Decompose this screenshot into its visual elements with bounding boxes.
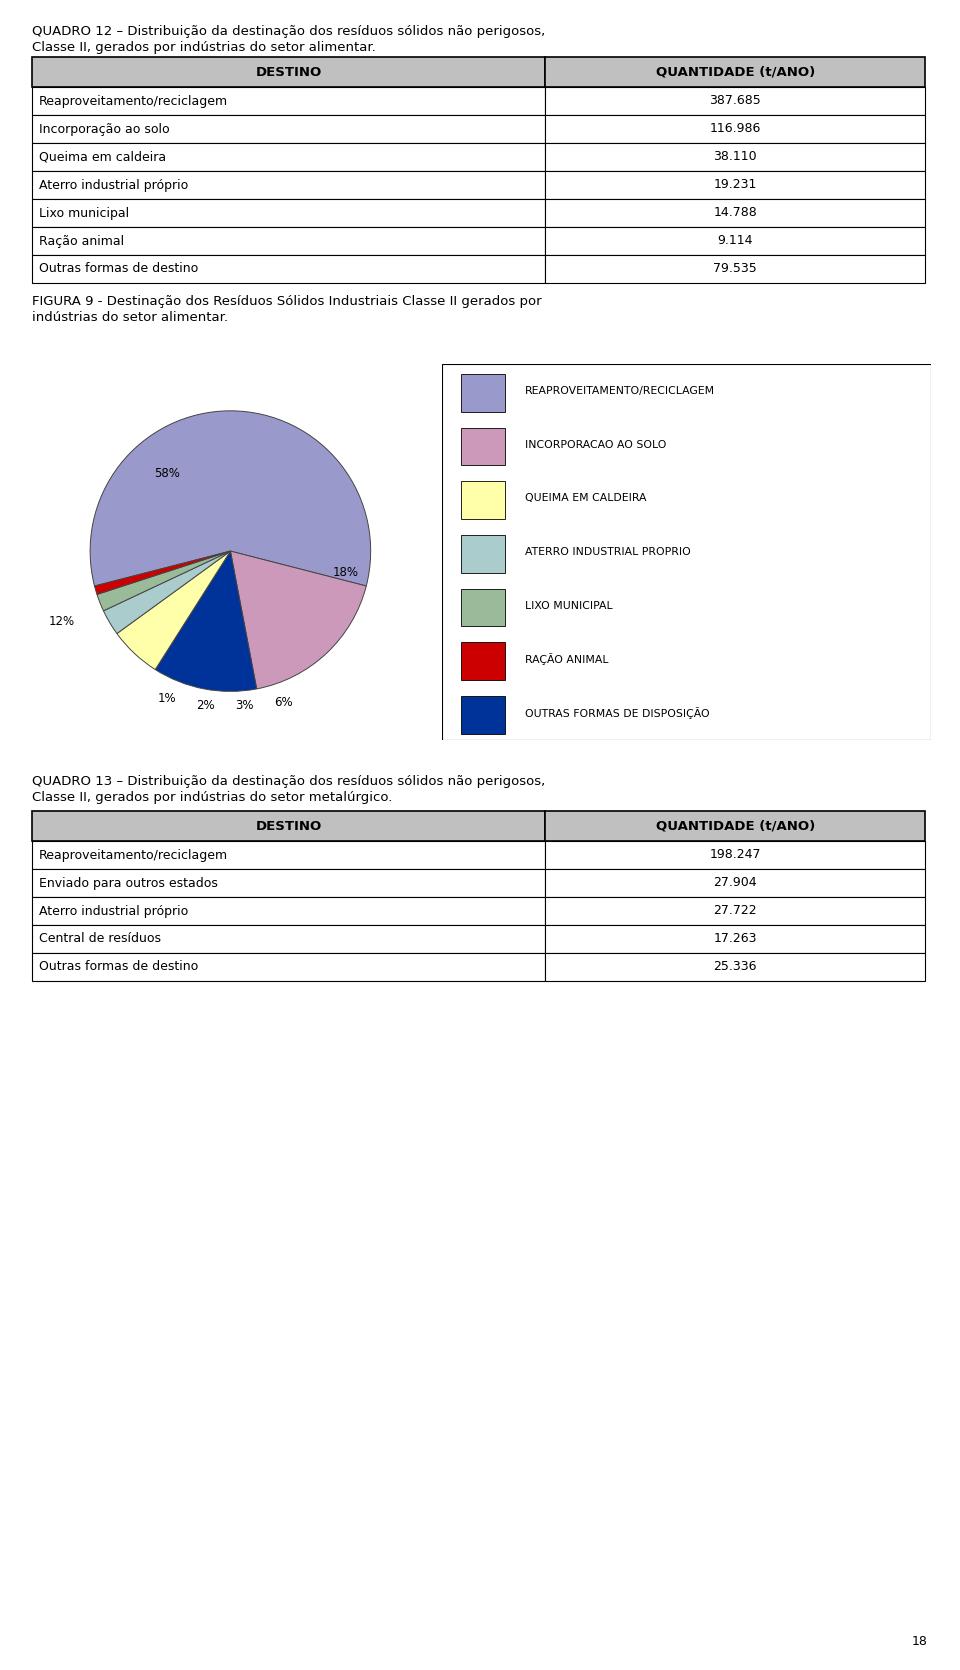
Text: QUADRO 13 – Distribuição da destinação dos resíduos sólidos não perigosos,: QUADRO 13 – Distribuição da destinação d… [32,775,545,788]
Text: indústrias do setor alimentar.: indústrias do setor alimentar. [32,311,228,324]
Text: DESTINO: DESTINO [255,65,322,78]
Text: Reaproveitamento/reciclagem: Reaproveitamento/reciclagem [39,95,228,107]
Text: Aterro industrial próprio: Aterro industrial próprio [39,179,188,192]
Bar [545,227,925,256]
Bar [545,256,925,282]
Text: Enviado para outros estados: Enviado para outros estados [39,877,218,890]
Bar [545,87,925,115]
Text: Reaproveitamento/reciclagem: Reaproveitamento/reciclagem [39,848,228,862]
Bar [545,925,925,954]
Wedge shape [156,551,256,691]
Bar [461,374,505,411]
Bar [32,868,545,897]
Text: 18%: 18% [332,566,358,578]
Bar [545,57,925,87]
Text: Central de resíduos: Central de resíduos [39,932,161,945]
Text: Ração animal: Ração animal [39,234,124,247]
Bar [32,925,545,954]
Wedge shape [97,551,230,611]
Bar [32,199,545,227]
Bar [32,954,545,980]
Bar [545,868,925,897]
Bar [545,842,925,868]
Text: DESTINO: DESTINO [255,820,322,833]
Text: 79.535: 79.535 [713,262,757,276]
Text: Classe II, gerados por indústrias do setor alimentar.: Classe II, gerados por indústrias do set… [32,42,375,53]
Text: Outras formas de destino: Outras formas de destino [39,960,199,974]
Bar [32,227,545,256]
Text: Lixo municipal: Lixo municipal [39,207,130,219]
Text: 19.231: 19.231 [713,179,756,192]
Bar [545,954,925,980]
Bar [461,590,505,626]
Text: 1%: 1% [158,691,177,705]
Wedge shape [230,551,367,690]
Bar [32,144,545,170]
Text: 3%: 3% [235,700,253,711]
Bar [32,87,545,115]
Text: FIGURA 9 - Destinação dos Resíduos Sólidos Industriais Classe II gerados por: FIGURA 9 - Destinação dos Resíduos Sólid… [32,296,541,307]
Text: 9.114: 9.114 [717,234,753,247]
Text: OUTRAS FORMAS DE DISPOSIÇÃO: OUTRAS FORMAS DE DISPOSIÇÃO [525,706,709,718]
Wedge shape [104,551,230,633]
Text: 12%: 12% [49,615,75,628]
Text: 2%: 2% [196,700,214,711]
Text: 198.247: 198.247 [709,848,761,862]
Text: 25.336: 25.336 [713,960,757,974]
Text: ATERRO INDUSTRIAL PROPRIO: ATERRO INDUSTRIAL PROPRIO [525,548,690,556]
Bar [461,428,505,466]
Bar [32,256,545,282]
Text: 116.986: 116.986 [709,122,761,135]
Wedge shape [94,551,230,595]
Wedge shape [117,551,230,670]
Text: 27.722: 27.722 [713,905,757,917]
Text: INCORPORACAO AO SOLO: INCORPORACAO AO SOLO [525,439,666,449]
Wedge shape [90,411,371,586]
Bar [461,643,505,680]
Bar [545,199,925,227]
Bar [32,842,545,868]
Bar [545,170,925,199]
Text: 387.685: 387.685 [709,95,761,107]
Bar [545,897,925,925]
Text: Aterro industrial próprio: Aterro industrial próprio [39,905,188,917]
Text: 18: 18 [912,1635,928,1648]
Bar [461,481,505,519]
Text: QUADRO 12 – Distribuição da destinação dos resíduos sólidos não perigosos,: QUADRO 12 – Distribuição da destinação d… [32,25,545,38]
Text: Outras formas de destino: Outras formas de destino [39,262,199,276]
Bar [32,897,545,925]
Text: RAÇÃO ANIMAL: RAÇÃO ANIMAL [525,653,609,665]
Text: QUANTIDADE (t/ANO): QUANTIDADE (t/ANO) [656,65,815,78]
Text: 38.110: 38.110 [713,150,757,164]
Text: 6%: 6% [275,696,293,710]
Text: LIXO MUNICIPAL: LIXO MUNICIPAL [525,601,612,611]
Text: QUEIMA EM CALDEIRA: QUEIMA EM CALDEIRA [525,493,646,503]
Bar [461,534,505,573]
Bar [461,696,505,733]
Bar [545,144,925,170]
Text: 14.788: 14.788 [713,207,757,219]
Text: Queima em caldeira: Queima em caldeira [39,150,166,164]
Bar [32,170,545,199]
Bar [32,812,545,842]
Text: 58%: 58% [155,468,180,481]
Text: 17.263: 17.263 [713,932,757,945]
Text: REAPROVEITAMENTO/RECICLAGEM: REAPROVEITAMENTO/RECICLAGEM [525,386,715,396]
Bar [545,115,925,144]
Text: 27.904: 27.904 [713,877,757,890]
Text: Classe II, gerados por indústrias do setor metalúrgico.: Classe II, gerados por indústrias do set… [32,792,393,803]
Bar [545,812,925,842]
Text: QUANTIDADE (t/ANO): QUANTIDADE (t/ANO) [656,820,815,833]
Text: Incorporação ao solo: Incorporação ao solo [39,122,170,135]
Bar [32,115,545,144]
Bar [32,57,545,87]
